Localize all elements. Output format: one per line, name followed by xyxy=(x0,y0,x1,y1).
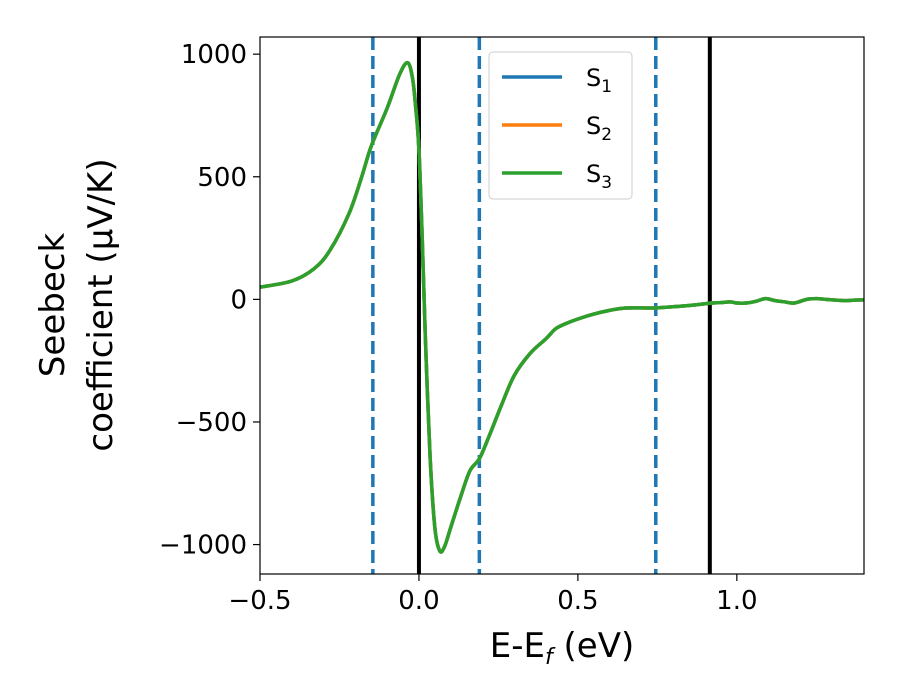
y-axis-ticks: 1000 500 0 −500 −1000 xyxy=(159,40,260,561)
x-tick-label: −0.5 xyxy=(228,586,291,616)
series-line-3 xyxy=(260,60,864,554)
legend-label-2: S2 xyxy=(586,112,612,145)
y-tick-label: −1000 xyxy=(159,531,247,561)
y-tick-label: 500 xyxy=(197,163,247,193)
legend-label-3: S3 xyxy=(586,160,612,193)
x-tick-label: 0.0 xyxy=(398,586,439,616)
y-axis-title-line-2: coefficient (μV/K) xyxy=(81,158,121,451)
x-tick-label: 1.0 xyxy=(716,586,757,616)
y-tick-label: 0 xyxy=(230,285,247,315)
plot-frame xyxy=(259,36,865,575)
legend-label-1: S1 xyxy=(586,64,612,97)
x-tick-label: 0.5 xyxy=(557,586,598,616)
x-axis-ticks: −0.5 0.0 0.5 1.0 xyxy=(228,574,758,616)
x-axis-title: E-Ef (eV) xyxy=(490,626,635,670)
legend: S1 S2 S3 xyxy=(488,51,633,200)
series-lines xyxy=(260,60,864,554)
y-tick-label: −500 xyxy=(176,408,247,438)
y-tick-label: 1000 xyxy=(181,40,247,70)
y-axis-title-line-1: Seebeck xyxy=(33,233,73,378)
